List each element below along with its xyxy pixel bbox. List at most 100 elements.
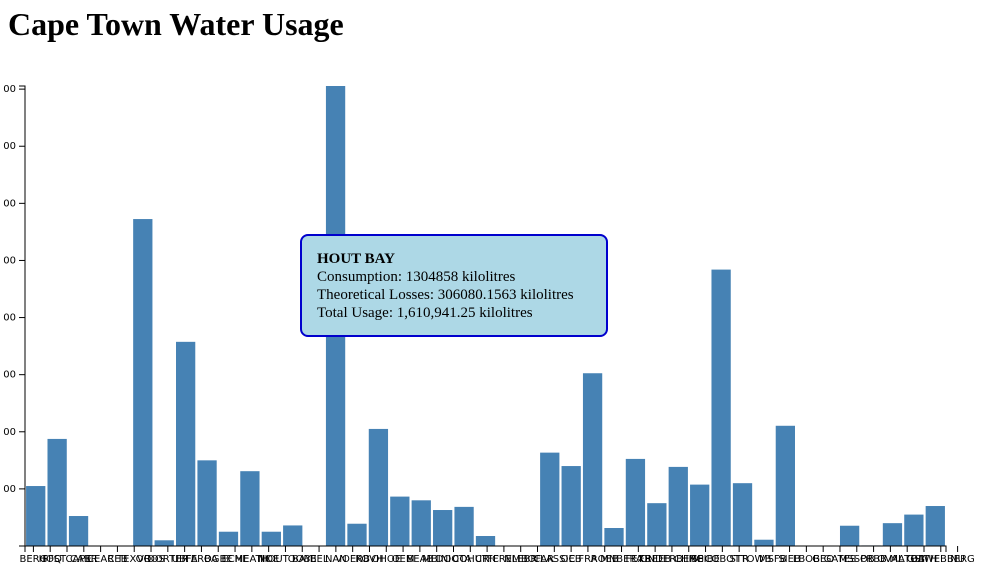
x-tick: VROS <box>137 546 165 565</box>
x-tick-label: FFREM <box>487 554 520 565</box>
x-axis: BERGHOQFFSTCAPECABRCEARCEBTEXOOVROSDORTE… <box>19 545 975 565</box>
x-tick: OEM <box>392 546 415 565</box>
x-tick-label: OOBE <box>288 554 317 565</box>
x-tick: DOOTA <box>436 546 471 565</box>
bar-berg[interactable] <box>26 486 46 546</box>
x-tick-label: SIEB <box>778 554 801 565</box>
bar-nlebr[interactable] <box>647 503 667 546</box>
y-tick-label: 00 <box>3 427 16 438</box>
x-tick-label: MBINI <box>422 554 451 565</box>
x-tick: LBOB <box>793 546 820 565</box>
bar-ogbe[interactable] <box>261 531 281 546</box>
bar-bofar[interactable] <box>668 466 688 546</box>
x-tick-label: LBOB <box>793 554 820 565</box>
y-tick: 00 <box>3 198 25 209</box>
bar-fra[interactable] <box>732 483 753 546</box>
x-tick: GATES <box>824 546 856 565</box>
bar-tooltip: HOUT BAY Consumption: 1304858 kilolitres… <box>300 234 608 337</box>
x-tick: KOVH <box>355 546 384 565</box>
x-tick-label: MNBERA <box>600 554 643 565</box>
x-tick-label: ONDERBERG <box>640 554 704 565</box>
x-tick: PRBB <box>860 546 887 565</box>
x-tick: CABR <box>70 546 98 565</box>
y-tick: 00 <box>3 427 25 438</box>
x-tick-label: GEO <box>812 554 834 565</box>
x-tick-label: OHOE <box>371 554 401 565</box>
x-tick-label: CHME <box>674 554 703 565</box>
x-tick: OHOE <box>371 546 401 565</box>
bar-ceb[interactable] <box>133 219 153 547</box>
bar-ubfa[interactable] <box>218 531 239 546</box>
x-tick-label: MSSOB <box>839 554 875 565</box>
bar-doota[interactable] <box>561 466 581 546</box>
bar-texoo[interactable] <box>154 540 174 546</box>
x-tick-label: TEXOO <box>116 554 152 565</box>
bar-onderberg[interactable] <box>839 525 860 546</box>
x-tick: STR <box>729 546 749 565</box>
x-tick: OOBE <box>288 546 317 565</box>
bar-nan[interactable] <box>411 500 431 546</box>
bar-spibe[interactable] <box>882 523 903 546</box>
bar-cohut[interactable] <box>582 373 603 546</box>
bar-voerb[interactable] <box>433 510 453 546</box>
bar-cric[interactable] <box>604 528 624 546</box>
y-tick: 00 <box>3 84 25 95</box>
bar-str[interactable] <box>925 506 945 546</box>
bar-classic[interactable] <box>690 484 710 546</box>
x-tick-label: BEAB <box>406 554 433 565</box>
x-tick: BEL <box>310 546 329 565</box>
x-tick-label: BERG <box>19 554 47 565</box>
bar-mnbera[interactable] <box>775 425 795 546</box>
bar-ferba[interactable] <box>240 471 260 546</box>
x-tick-label: VROS <box>137 554 165 565</box>
x-tick: BATH <box>911 546 938 565</box>
bar-oobe[interactable] <box>368 428 389 546</box>
bar-ohoe[interactable] <box>475 536 496 546</box>
x-tick: SIEB <box>778 546 801 565</box>
y-tick-label: 00 <box>3 484 16 495</box>
x-tick: COBOT <box>705 546 741 565</box>
x-tick-label: ECHE <box>221 554 248 565</box>
x-tick-label: CEB <box>107 554 127 565</box>
chart-title: Cape Town Water Usage <box>8 6 344 42</box>
x-tick: HOQ <box>39 546 62 565</box>
x-tick: MBINI <box>422 546 451 565</box>
bar-mbini[interactable] <box>540 452 560 546</box>
bar-oeb[interactable] <box>711 269 731 546</box>
bar-ffstcape[interactable] <box>68 516 89 546</box>
x-tick: TOWB <box>740 546 771 565</box>
bar-eche[interactable] <box>283 525 303 546</box>
x-tick-label: BEL <box>310 554 329 565</box>
y-tick: 00 <box>3 141 25 152</box>
x-tick-label: MATOB <box>889 554 925 565</box>
x-tick: COHUT <box>452 546 489 565</box>
x-tick: ONDERBERG <box>640 546 704 565</box>
x-tick: CEB <box>107 546 128 565</box>
bar-hoq[interactable] <box>47 438 67 546</box>
x-tick-label: UBFA <box>172 554 198 565</box>
x-tick-label: OEM <box>392 554 415 565</box>
bar-ffrem[interactable] <box>625 458 646 546</box>
x-tick-label: KOVH <box>355 554 383 565</box>
x-tick-label: BATH <box>911 554 938 565</box>
bar-hout-bay[interactable] <box>347 523 367 546</box>
bar-roeb[interactable] <box>754 539 774 546</box>
x-tick-label: NU <box>950 554 965 565</box>
x-tick-label: OGBE <box>204 554 233 565</box>
x-tick-label: FREEB <box>639 554 671 565</box>
bar-kovh[interactable] <box>454 506 474 546</box>
bar-bel[interactable] <box>390 496 410 546</box>
bar-vros[interactable] <box>176 341 196 546</box>
x-tick-label: PRBB <box>860 554 887 565</box>
x-tick-label: VOERB <box>335 554 370 565</box>
x-tick-label: NAN <box>325 554 347 565</box>
y-tick-label: 00 <box>3 255 16 266</box>
y-tick-label: 00 <box>3 313 16 324</box>
y-tick: 00 <box>3 255 25 266</box>
bar-cobot[interactable] <box>904 514 924 546</box>
bar-dorter[interactable] <box>197 460 217 546</box>
x-tick: NAN <box>325 546 347 565</box>
x-tick: NU <box>950 546 965 565</box>
x-tick: FFREM <box>487 546 521 565</box>
